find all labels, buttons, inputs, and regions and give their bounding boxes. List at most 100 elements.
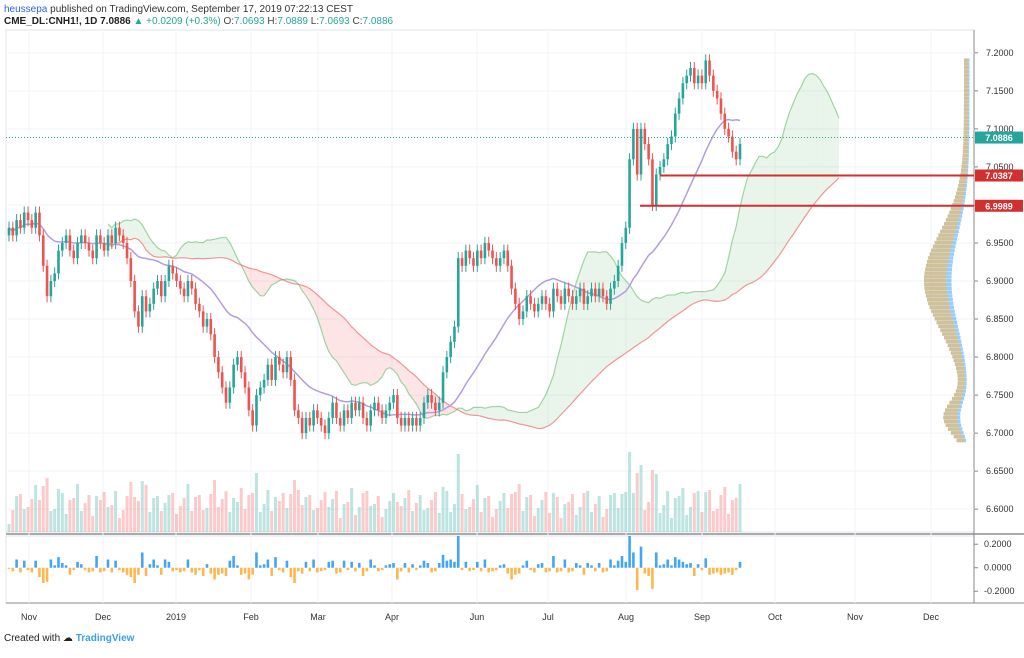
volume-bar [129,482,133,532]
candle-body [696,75,700,84]
volume-profile-bar [963,66,969,70]
ichimoku-cloud-segment [507,409,512,422]
volume-bar [277,501,281,532]
x-tick-label: Mar [310,612,326,622]
volume-bar [197,495,201,532]
candle-body [563,288,567,304]
ichimoku-cloud-segment [827,92,832,189]
volume-bar [411,511,415,532]
volume-profile-bar [963,100,969,104]
volume-bar [68,500,72,532]
volume-profile-bar [931,309,951,313]
ichimoku-cloud-segment [435,394,440,416]
candle-body [80,235,83,243]
volume-bar [555,497,559,532]
ichimoku-cloud-segment [538,401,543,429]
volume-profile-bar [960,172,967,177]
volume-bar [167,495,171,532]
oscillator-bar [536,564,540,568]
oscillator-bar [217,567,220,575]
x-tick-label: Apr [385,612,399,622]
candle-body [453,326,456,342]
candle-body [434,402,437,411]
ichimoku-cloud-segment [751,163,756,283]
ichimoku-cloud-segment [503,407,508,421]
ichimoku-cloud-segment [785,112,790,246]
ichimoku-cloud-segment [214,238,219,258]
candle-body [555,288,559,297]
volume-profile-bar [963,123,969,127]
candle-body [312,410,315,426]
ichimoku-cloud-segment [568,295,573,407]
volume-bar [593,504,597,532]
candle-body [194,288,197,304]
candle-body [137,311,140,327]
candle-body [647,144,650,160]
volume-bar [7,524,11,532]
ichimoku-cloud-segment [572,282,577,403]
volume-bar [673,498,677,532]
volume-profile-bar [956,370,965,374]
candle-body [582,288,586,304]
volume-bar [30,499,34,532]
oscillator-bar [331,560,334,568]
oscillator-bar [255,552,258,568]
ichimoku-cloud-segment [530,409,535,428]
price-tag-label: 7.0387 [985,171,1013,181]
oscillator-bar [278,567,281,571]
candle-body [175,273,178,281]
oscillator-bar [411,564,414,568]
volume-profile-bar [951,396,962,401]
volume-profile-bar [957,381,966,386]
volume-bar [643,510,647,532]
volume-bar [136,501,140,532]
volume-profile-bar [961,164,968,169]
ichimoku-cloud-segment [648,299,653,338]
ichimoku-cloud-segment [804,74,809,218]
volume-bar [715,509,719,532]
oscillator-bar [64,565,68,568]
oscillator-bar [175,567,178,571]
candle-body [498,258,502,266]
volume-bar [650,470,654,532]
candle-body [738,144,742,160]
x-tick-label: Nov [21,612,38,622]
ichimoku-cloud-segment [561,327,565,415]
volume-profile-bar [959,180,966,184]
volume-profile-bar [963,111,969,116]
ichimoku-cloud-segment [267,273,272,291]
ichimoku-cloud-segment [492,406,497,420]
oscillator-bar [57,557,60,568]
candle-body [11,227,15,236]
volume-bar [452,504,456,532]
ichimoku-cloud-segment [260,271,265,296]
volume-bar [293,480,297,532]
volume-profile-bar [940,328,956,332]
candle-body [693,68,696,84]
oscillator-bar [639,546,643,568]
oscillator-bar [19,567,22,573]
author-link[interactable]: heussepa [4,4,48,15]
ichimoku-cloud-segment [374,347,379,384]
volume-bar [700,512,704,532]
oscillator-bar [384,565,388,568]
volume-profile-bar [932,313,952,317]
oscillator-bar [647,567,650,576]
candle-body [437,402,441,411]
tradingview-brand[interactable]: TradingView [75,633,135,644]
candle-body [53,273,56,281]
ichimoku-cloud-segment [340,314,345,373]
candle-body [220,372,224,388]
ichimoku-cloud-segment [580,260,584,394]
ichimoku-cloud-segment [618,269,622,359]
oscillator-bar [297,567,300,572]
volume-bar [475,485,479,532]
volume-bar [34,485,38,532]
oscillator-bar [354,567,357,572]
ichimoku-cloud-segment [736,207,740,293]
volume-profile-bar [953,434,963,439]
volume-profile-bar [952,355,963,359]
candle-body [586,296,590,304]
candle-body [536,303,540,312]
